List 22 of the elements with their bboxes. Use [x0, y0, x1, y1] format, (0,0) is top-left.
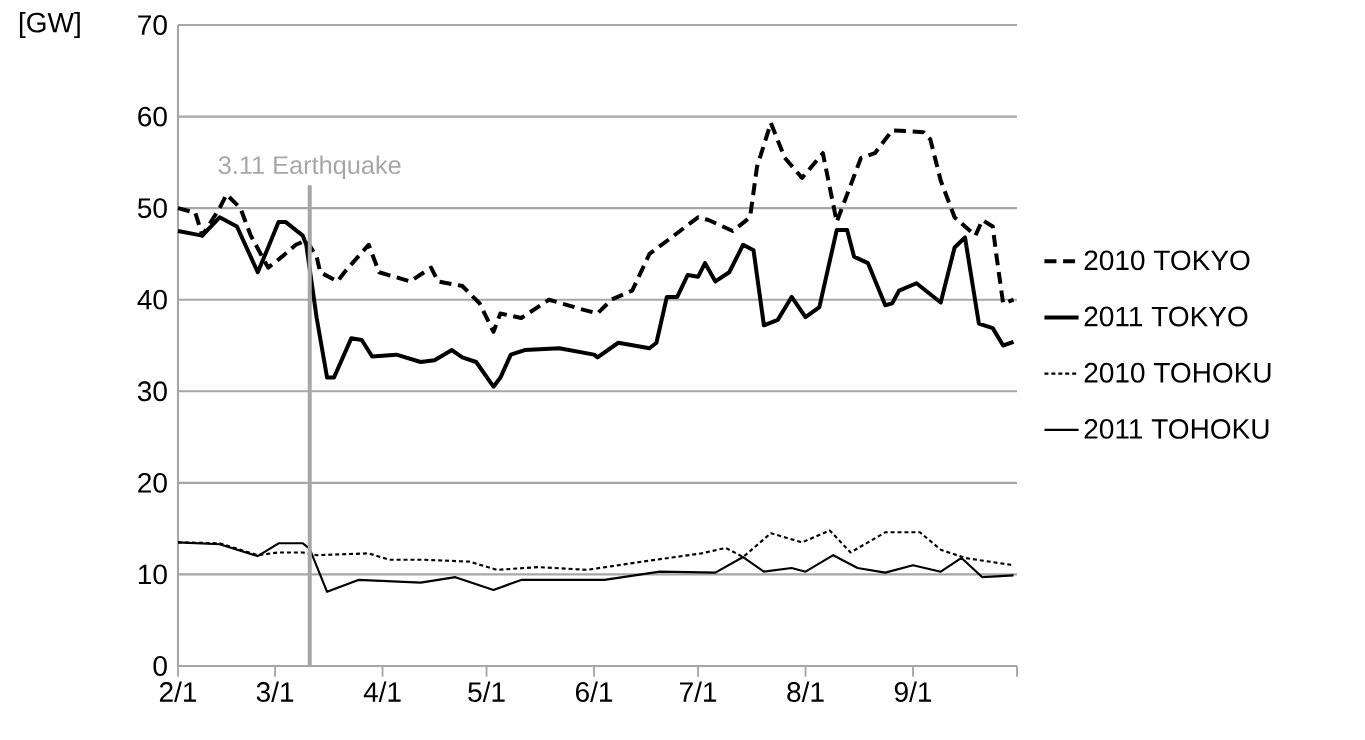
ref-line-label: 3.11 Earthquake: [218, 155, 401, 180]
x-tick-label: 2/1: [159, 681, 197, 702]
legend-label: 2010 TOHOKU: [1084, 362, 1271, 383]
x-tick-label: 5/1: [468, 681, 505, 702]
y-tick-label: 60: [138, 106, 167, 127]
x-tick-label: 8/1: [787, 681, 824, 702]
y-axis-title: [GW]: [19, 11, 80, 39]
y-tick-label: 0: [153, 656, 167, 676]
x-tick-label: 4/1: [363, 681, 401, 702]
y-tick-label: 40: [137, 289, 167, 310]
y-tick-label: 30: [137, 381, 167, 402]
y-tick-label: 50: [137, 198, 167, 219]
x-tick-label: 7/1: [680, 681, 717, 702]
x-tick-label: 6/1: [576, 681, 613, 702]
x-tick-label: 3/1: [256, 681, 294, 702]
legend-label: 2010 TOKYO: [1084, 250, 1250, 271]
y-tick-label: 70: [138, 15, 167, 35]
y-tick-label: 10: [138, 564, 167, 585]
y-tick-label: 20: [138, 472, 167, 493]
x-tick-label: 9/1: [894, 681, 932, 702]
legend-label: 2011 TOKYO: [1084, 306, 1248, 327]
legend-label: 2011 TOHOKU: [1084, 419, 1269, 439]
